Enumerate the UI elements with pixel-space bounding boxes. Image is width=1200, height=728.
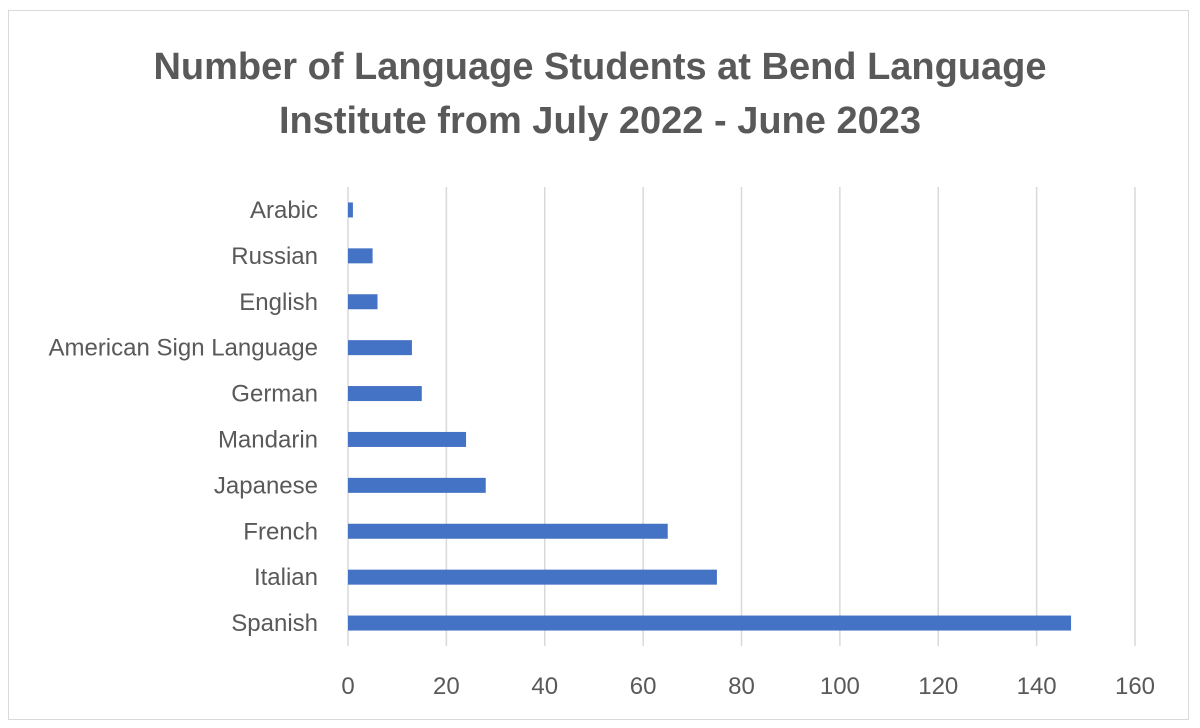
category-label-english: English bbox=[239, 289, 318, 316]
x-tick-label-80: 80 bbox=[728, 673, 755, 700]
x-tick-labels: 0 20 40 60 80 100 120 140 160 bbox=[341, 673, 1155, 700]
x-tick-label-160: 160 bbox=[1115, 673, 1155, 700]
chart-title: Number of Language Students at Bend Lang… bbox=[0, 40, 1200, 148]
category-label-arabic: Arabic bbox=[250, 197, 318, 224]
category-label-french: French bbox=[243, 518, 318, 545]
x-tick-label-0: 0 bbox=[341, 673, 354, 700]
bar-english bbox=[348, 294, 378, 310]
category-labels: Spanish Italian French Japanese Mandarin Germ… bbox=[48, 197, 318, 637]
category-label-german: German bbox=[231, 381, 318, 408]
bar-american-sign-language bbox=[348, 340, 412, 356]
x-tick-label-100: 100 bbox=[820, 673, 860, 700]
bars bbox=[348, 202, 1072, 631]
category-label-italian: Italian bbox=[254, 564, 318, 591]
bar-spanish bbox=[348, 615, 1072, 631]
bar-mandarin bbox=[348, 431, 467, 447]
bar-german bbox=[348, 386, 422, 402]
bar-russian bbox=[348, 248, 373, 264]
chart-frame bbox=[8, 10, 1189, 720]
category-label-japanese: Japanese bbox=[214, 472, 318, 499]
gridlines bbox=[347, 187, 1136, 646]
category-label-mandarin: Mandarin bbox=[218, 426, 318, 453]
x-tick-label-20: 20 bbox=[433, 673, 460, 700]
chart-title-line-1: Number of Language Students at Bend Lang… bbox=[153, 46, 1047, 88]
x-tick-label-60: 60 bbox=[630, 673, 657, 700]
bar-japanese bbox=[348, 477, 486, 493]
bar-arabic bbox=[348, 202, 353, 218]
category-label-russian: Russian bbox=[231, 243, 318, 270]
chart-title-line-2: Institute from July 2022 - June 2023 bbox=[278, 100, 921, 142]
bar-french bbox=[348, 523, 668, 539]
category-label-spanish: Spanish bbox=[231, 610, 318, 637]
x-tick-label-120: 120 bbox=[918, 673, 958, 700]
x-tick-label-140: 140 bbox=[1017, 673, 1057, 700]
x-tick-label-40: 40 bbox=[531, 673, 558, 700]
bar-italian bbox=[348, 569, 717, 585]
category-label-american-sign-language: American Sign Language bbox=[48, 335, 318, 362]
